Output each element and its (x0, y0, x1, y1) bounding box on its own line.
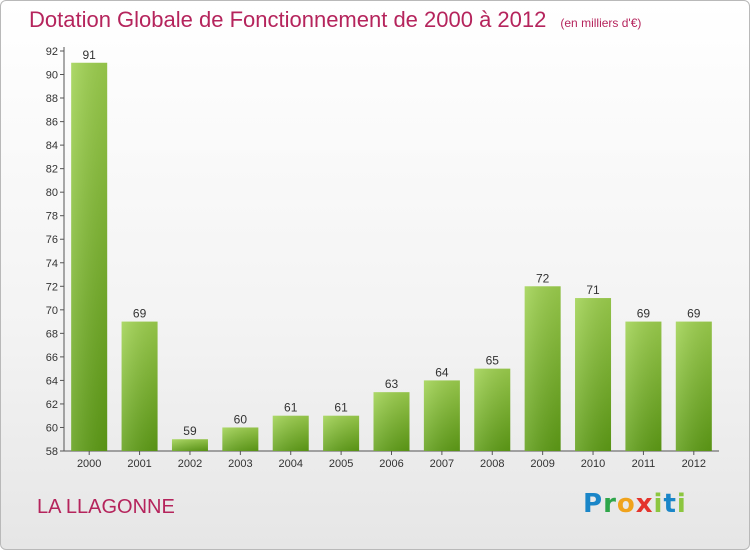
x-tick-label: 2007 (430, 458, 454, 470)
data-label: 69 (637, 307, 651, 321)
data-label: 72 (536, 271, 550, 285)
x-tick-label: 2003 (228, 458, 252, 470)
x-tick-label: 2009 (530, 458, 554, 470)
commune-name: LA LLAGONNE (37, 496, 175, 518)
y-tick-label: 76 (46, 234, 58, 246)
chart-title: Dotation Globale de Fonctionnement de 20… (29, 7, 641, 33)
data-label: 64 (435, 365, 449, 379)
data-label: 61 (334, 401, 348, 415)
y-tick-label: 68 (46, 328, 58, 340)
bar-shade (575, 298, 612, 451)
bar-shade (373, 392, 410, 451)
data-label: 65 (486, 354, 500, 368)
chart-subtitle: (en milliers d'€) (560, 16, 642, 30)
data-label: 69 (687, 307, 701, 321)
data-label: 63 (385, 377, 399, 391)
bar-shade (323, 415, 360, 451)
x-tick-label: 2006 (379, 458, 403, 470)
bar-shade (474, 368, 511, 451)
bar-shade (675, 321, 712, 451)
data-label: 71 (586, 283, 600, 297)
bar-shade (524, 286, 561, 451)
y-tick-label: 62 (46, 399, 58, 411)
y-tick-label: 82 (46, 164, 58, 176)
y-tick-label: 86 (46, 117, 58, 129)
y-tick-label: 90 (46, 70, 58, 82)
y-tick-label: 60 (46, 422, 58, 434)
x-tick-label: 2001 (127, 458, 151, 470)
proxiti-logo: Proxiti (583, 489, 687, 519)
bar-shade (272, 415, 309, 451)
y-tick-label: 78 (46, 211, 58, 223)
chart-title-text: Dotation Globale de Fonctionnement de 20… (29, 7, 547, 32)
bar-shade (71, 62, 108, 451)
y-tick-label: 74 (46, 258, 58, 270)
x-tick-label: 2005 (329, 458, 353, 470)
x-tick-label: 2004 (278, 458, 302, 470)
data-label: 61 (284, 401, 298, 415)
bar-shade (121, 321, 158, 451)
bar-shade (423, 380, 460, 451)
x-tick-label: 2010 (581, 458, 605, 470)
y-tick-label: 58 (46, 446, 58, 458)
y-tick-label: 70 (46, 305, 58, 317)
data-label: 59 (183, 424, 197, 438)
bar-shade (625, 321, 662, 451)
y-tick-label: 72 (46, 281, 58, 293)
y-tick-label: 92 (46, 46, 58, 58)
y-tick-label: 84 (46, 140, 58, 152)
bar-shade (171, 439, 208, 451)
bar-shade (222, 427, 259, 451)
y-tick-label: 64 (46, 375, 58, 387)
y-tick-label: 80 (46, 187, 58, 199)
y-tick-label: 88 (46, 93, 58, 105)
x-tick-label: 2011 (632, 458, 656, 470)
x-tick-label: 2000 (77, 458, 101, 470)
data-label: 69 (133, 307, 147, 321)
y-tick-label: 66 (46, 352, 58, 364)
data-label: 60 (234, 412, 248, 426)
x-tick-label: 2008 (480, 458, 504, 470)
x-tick-label: 2002 (178, 458, 202, 470)
data-label: 91 (83, 48, 97, 62)
x-tick-label: 2012 (682, 458, 706, 470)
